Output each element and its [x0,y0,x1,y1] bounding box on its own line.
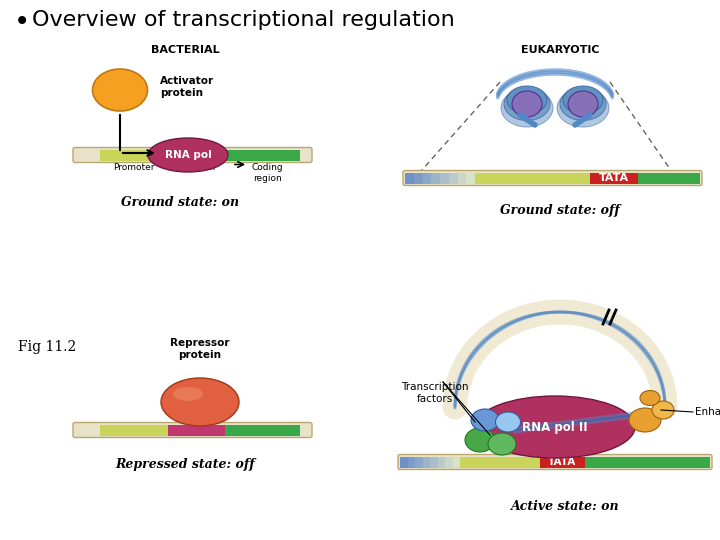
Ellipse shape [92,69,148,111]
Text: Active state: on: Active state: on [510,500,619,513]
FancyBboxPatch shape [398,455,712,469]
Bar [405,172,414,184]
Ellipse shape [161,378,239,426]
Ellipse shape [507,86,547,114]
Bar [415,456,423,468]
Ellipse shape [173,387,203,401]
Ellipse shape [488,433,516,455]
Bar [225,150,300,160]
Text: Ground state: on: Ground state: on [121,196,239,209]
Text: EUKARYOTIC: EUKARYOTIC [521,45,599,55]
Text: Ground state: off: Ground state: off [500,204,620,217]
Text: BACTERIAL: BACTERIAL [150,45,220,55]
Bar [168,424,225,435]
Ellipse shape [640,390,660,406]
Text: Repressor
protein: Repressor protein [170,339,230,360]
Text: Fig 11.2: Fig 11.2 [18,340,76,354]
Bar [438,456,446,468]
Bar [423,456,431,468]
Text: Overview of transcriptional regulation: Overview of transcriptional regulation [32,10,455,30]
Bar [423,172,432,184]
Text: Enhancer: Enhancer [695,407,720,417]
Bar [467,172,475,184]
Text: Transcription
factors: Transcription factors [401,382,469,403]
Bar [440,172,449,184]
Text: RNA pol II: RNA pol II [522,421,588,434]
Bar [590,172,638,184]
Ellipse shape [148,138,228,172]
Ellipse shape [568,91,598,117]
Ellipse shape [560,87,606,120]
Bar [452,456,461,468]
Ellipse shape [471,409,499,431]
Text: RNA pol: RNA pol [165,150,212,160]
Text: Repressed state: off: Repressed state: off [115,458,255,471]
Ellipse shape [475,396,635,458]
Bar [540,456,585,468]
Ellipse shape [495,412,521,432]
Bar [100,424,168,435]
Text: •: • [14,8,30,36]
Text: TATA: TATA [548,457,576,467]
Ellipse shape [557,89,609,127]
Text: Coding
region: Coding region [252,164,283,183]
FancyBboxPatch shape [403,171,702,186]
Bar [100,150,168,160]
Ellipse shape [652,401,674,419]
Bar [445,456,453,468]
Text: Activator
protein: Activator protein [160,76,214,98]
Bar [225,424,300,435]
Bar [408,456,415,468]
Text: Promoter: Promoter [113,164,155,172]
Bar [475,172,590,184]
Ellipse shape [512,91,542,117]
FancyBboxPatch shape [73,422,312,437]
Bar [414,172,423,184]
Bar [400,456,408,468]
Bar [460,456,540,468]
Bar [638,172,700,184]
Bar [431,172,441,184]
Text: Operator: Operator [176,164,217,172]
Bar [430,456,438,468]
FancyBboxPatch shape [73,147,312,163]
Bar [457,172,467,184]
Bar [449,172,458,184]
Ellipse shape [501,89,553,127]
Bar [168,150,225,160]
Ellipse shape [629,408,661,432]
Bar [585,456,710,468]
Ellipse shape [504,87,550,120]
Ellipse shape [563,86,603,114]
Text: TATA: TATA [599,173,629,183]
Ellipse shape [465,428,495,452]
